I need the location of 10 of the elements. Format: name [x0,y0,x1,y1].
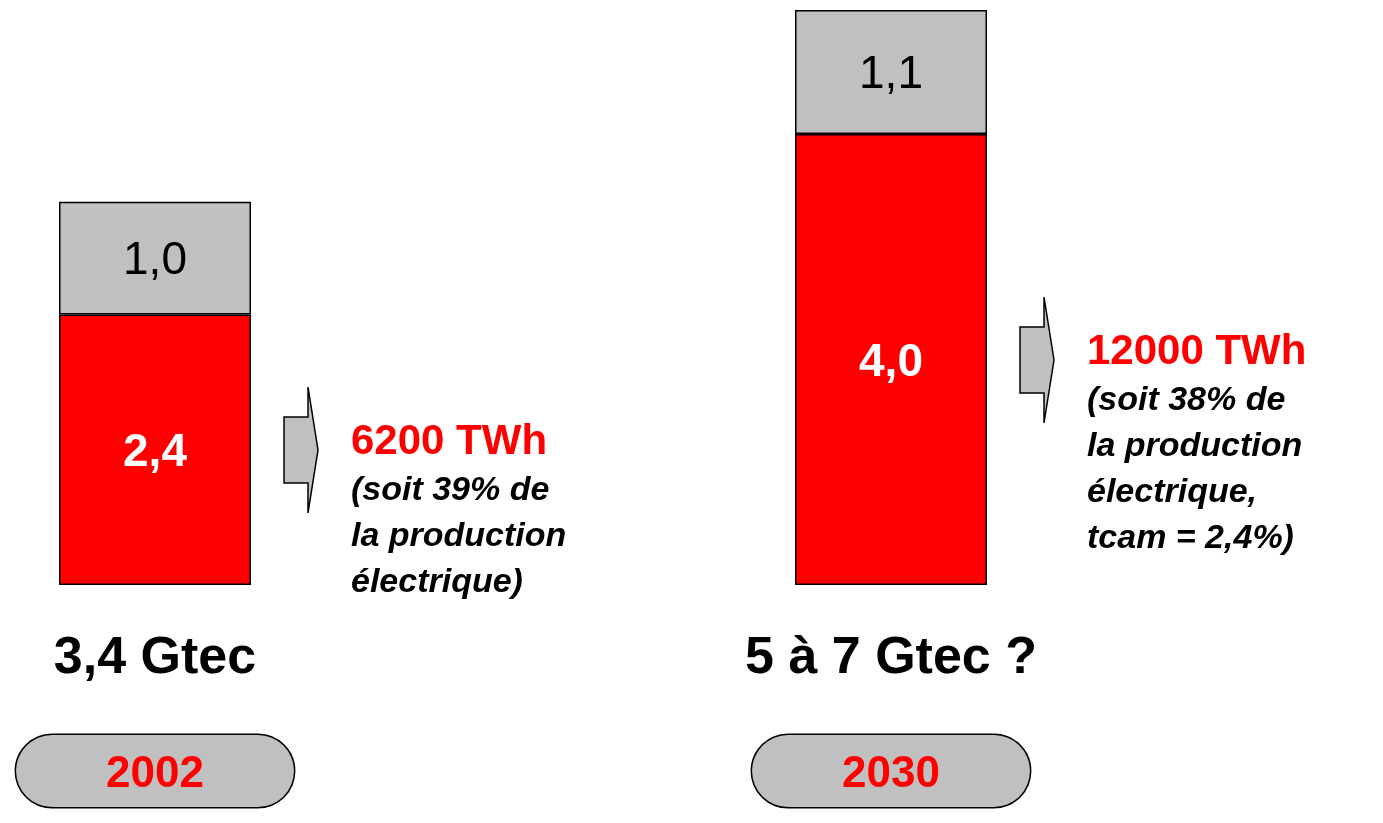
annotation: 6200 TWh (soit 39% de la production électrique) [351,416,567,599]
data-label: 1,0 [123,232,187,285]
data-label: 2,4 [123,423,188,476]
total-label: 3,4 Gtec [53,626,257,684]
annotation: 12000 TWh (soit 38% de la production électrique, tcam = 2,4%) [1087,326,1307,555]
x-tick-label: 2030 [842,746,940,796]
data-label: 4,0 [859,333,923,386]
data-label: 1,1 [859,46,923,99]
total-label: 5 à 7 Gtec ? [745,626,1037,684]
x-tick-label: 2002 [106,746,204,796]
